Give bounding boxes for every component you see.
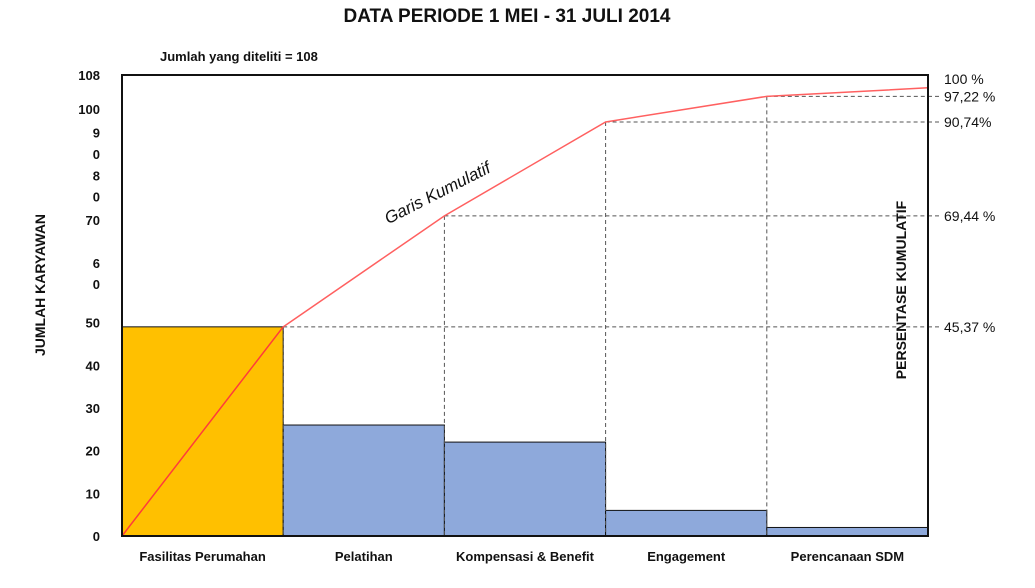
- chart-subtitle: Jumlah yang diteliti = 108: [160, 49, 318, 64]
- cumulative-line: [282, 87, 929, 328]
- y-tick-label-4: 0: [93, 147, 100, 162]
- y-tick-label-15: 0: [93, 529, 100, 544]
- y-tick-label-11: 40: [86, 358, 100, 373]
- y-tick-label-12: 30: [86, 401, 100, 416]
- category-label-5: Perencanaan SDM: [791, 549, 904, 564]
- first-bar-diagonal: [121, 326, 284, 537]
- cumulative-percent-label-3: 90,74%: [944, 114, 991, 130]
- category-label-2: Pelatihan: [335, 549, 393, 564]
- cumulative-percent-label-4: 97,22 %: [944, 88, 995, 104]
- y-tick-label-7: 70: [86, 213, 100, 228]
- y-tick-label-2: 100: [78, 102, 100, 117]
- bar-3: [443, 441, 607, 537]
- cumulative-line-annotation: Garis Kumulatif: [381, 157, 495, 228]
- category-label-1: Fasilitas Perumahan: [139, 549, 265, 564]
- cumulative-percent-label-2: 69,44 %: [944, 208, 995, 224]
- y-tick-label-6: 0: [93, 190, 100, 205]
- y-tick-label-14: 10: [86, 486, 100, 501]
- category-label-3: Kompensasi & Benefit: [456, 549, 595, 564]
- y-tick-label-5: 8: [93, 168, 100, 183]
- chart-title: DATA PERIODE 1 MEI - 31 JULI 2014: [344, 6, 671, 27]
- y-tick-label-10: 50: [86, 316, 100, 331]
- bar-2: [282, 424, 445, 537]
- y-axis-label: JUMLAH KARYAWAN: [32, 214, 48, 356]
- cumulative-axis-label: PERSENTASE KUMULATIF: [893, 200, 909, 379]
- category-label-4: Engagement: [647, 549, 726, 564]
- cumulative-percent-label-1: 45,37 %: [944, 319, 995, 335]
- bar-5: [766, 526, 929, 537]
- y-tick-label-3: 9: [93, 126, 100, 141]
- bar-4: [605, 509, 768, 537]
- cumulative-percent-label-5: 100 %: [944, 71, 984, 87]
- plot-frame: [121, 74, 929, 537]
- y-tick-label-13: 20: [86, 444, 100, 459]
- y-tick-label-8: 6: [93, 256, 100, 271]
- y-tick-label-9: 0: [93, 277, 100, 292]
- y-tick-label-1: 108: [78, 68, 100, 83]
